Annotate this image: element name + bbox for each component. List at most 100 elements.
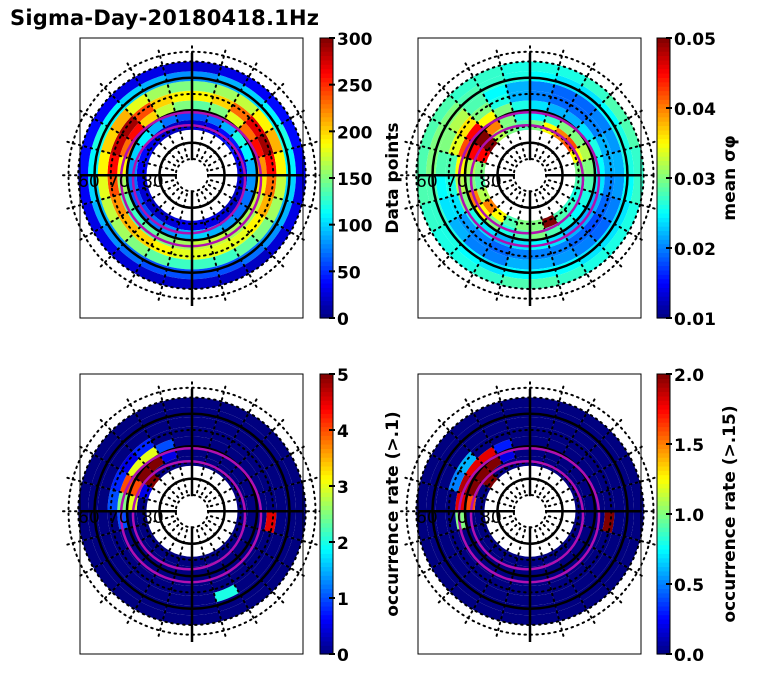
heatmap-cell <box>420 202 440 233</box>
heatmap-cell <box>162 61 192 75</box>
colorbar-gradient-step <box>320 605 333 611</box>
heatmap-cell <box>530 397 560 411</box>
colorbar-gradient-step <box>320 448 333 454</box>
heatmap-cell <box>473 465 491 484</box>
meridian-dotted-line <box>157 193 188 302</box>
meridian-dotted-line <box>78 445 177 503</box>
heatmap-cell <box>170 426 192 439</box>
axes-frame <box>79 373 304 655</box>
heatmap-cell <box>630 145 644 176</box>
colorbar-gradient-step <box>657 121 670 127</box>
colorbar-gradient-step <box>320 435 333 441</box>
heatmap-cell <box>110 444 133 469</box>
heatmap-cell <box>218 401 249 422</box>
heatmap-cell <box>556 65 587 86</box>
heatmap-cell <box>125 429 150 452</box>
colorbar-gradient-step <box>320 636 333 642</box>
meridian-dotted-line <box>534 48 565 158</box>
heatmap-cell <box>562 110 583 130</box>
colorbar-gradient-step <box>320 514 333 519</box>
colorbar-gradient-step <box>320 221 333 227</box>
meridian-dotted-line <box>542 82 623 163</box>
heatmap-cell <box>132 564 155 585</box>
colorbar-gradient-step <box>657 535 670 541</box>
colorbar-tick-label: 0 <box>337 646 349 666</box>
heatmap-cell <box>239 478 255 497</box>
colorbar-gradient-step <box>657 309 670 315</box>
colorbar-gradient-step <box>657 156 670 162</box>
heatmap-cell <box>435 175 449 200</box>
heatmap-cell <box>551 248 578 267</box>
colorbar-gradient-step <box>657 125 670 131</box>
heatmap-cell <box>465 207 485 229</box>
heatmap-cell <box>557 550 576 568</box>
heatmap-cell <box>265 128 284 154</box>
colorbar-tick-label: 0.01 <box>674 310 716 330</box>
heatmap-cell <box>265 227 291 256</box>
heatmap-cell <box>505 256 530 270</box>
colorbar-gradient-step <box>657 465 670 471</box>
heatmap-cell <box>118 548 140 571</box>
heatmap-cell <box>473 129 491 148</box>
colorbar-gradient-step <box>657 549 670 554</box>
colorbar-gradient-step <box>657 46 670 52</box>
heatmap-cell <box>435 511 449 536</box>
heatmap-cell <box>110 468 128 492</box>
colorbar-gradient-step <box>320 500 333 506</box>
latitude-label: 80 <box>480 508 502 528</box>
heatmap-cell <box>224 446 245 466</box>
meridian-dotted-line <box>437 187 518 269</box>
meridian-dotted-line <box>65 476 175 508</box>
meridian-dotted-line <box>416 183 515 242</box>
meridian-dotted-line <box>538 61 596 160</box>
heatmap-cell <box>164 550 181 565</box>
heatmap-cell <box>530 555 545 567</box>
colorbar-gradient-step <box>320 619 333 624</box>
heatmap-cell <box>273 486 287 512</box>
heatmap-cell <box>497 112 516 128</box>
meridian-dotted-line <box>545 445 644 503</box>
heatmap-cell <box>567 564 590 585</box>
meridian-dotted-line <box>547 515 657 546</box>
heatmap-cell <box>611 175 625 200</box>
heatmap-cell <box>544 448 563 464</box>
heatmap-cell <box>463 570 488 593</box>
heatmap-cell <box>118 212 140 235</box>
heatmap-cell <box>416 511 430 541</box>
heatmap-cell <box>162 611 192 625</box>
heatmap-cell <box>603 227 629 256</box>
colorbar-gradient-step <box>657 59 670 65</box>
colorbar-gradient-step <box>320 208 333 214</box>
colorbar-gradient-step <box>320 465 333 471</box>
polar-panel-bottom-left: 60 70 80 <box>61 373 323 655</box>
meridian-dotted-line <box>538 527 596 625</box>
heatmap-cell <box>474 511 487 526</box>
heatmap-cell <box>203 214 220 229</box>
heatmap-cell <box>218 601 249 622</box>
heatmap-cell <box>224 110 245 130</box>
colorbar-gradient-step <box>320 81 333 87</box>
heatmap-cell <box>448 553 471 578</box>
heatmap-cell <box>484 118 503 137</box>
colorbar-gradient-step <box>320 610 333 616</box>
colorbar-gradient-step <box>657 522 670 528</box>
heatmap-cell <box>492 438 514 455</box>
heatmap-cell <box>551 420 578 439</box>
colorbar-gradient-step <box>657 169 670 175</box>
colorbar-gradient-step <box>320 404 333 410</box>
heatmap-cell <box>569 202 587 222</box>
colorbar-gradient-step <box>320 108 333 113</box>
heatmap-cell <box>630 481 644 512</box>
heatmap-cell <box>229 564 252 585</box>
meridian-dotted-line <box>437 82 518 163</box>
heatmap-cell <box>231 538 249 558</box>
heatmap-cell <box>273 511 287 536</box>
colorbar-gradient-step <box>320 518 333 524</box>
heatmap-cell <box>557 214 576 232</box>
colorbar-gradient-step <box>320 248 333 253</box>
latitude-label: 80 <box>142 172 164 192</box>
colorbar-gradient-step <box>320 409 333 414</box>
heatmap-cell <box>620 202 640 233</box>
heatmap-cell <box>78 145 92 176</box>
heatmap-cell <box>107 175 120 198</box>
